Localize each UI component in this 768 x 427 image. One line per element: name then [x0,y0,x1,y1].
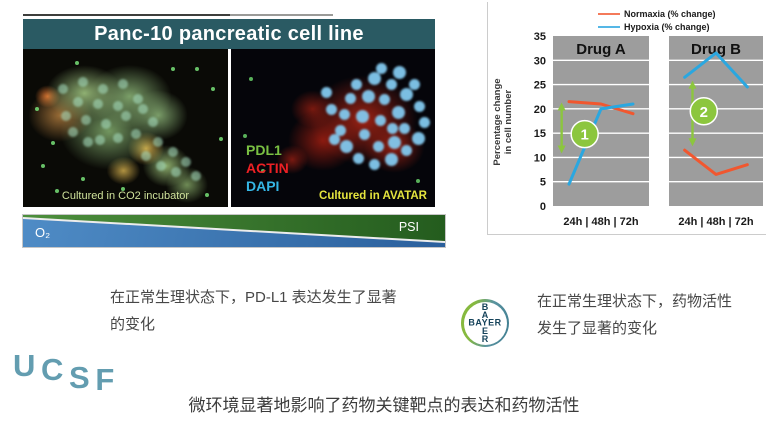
bayer-wordmark: BAYER [468,317,502,328]
micrograph-co2-incubator: Cultured in CO2 incubator [23,49,228,207]
y-tick-label: 0 [540,201,546,213]
y-tick-label: 35 [534,31,546,43]
stain-label-pdl1: PDL1 [246,142,282,158]
chart-panel [669,36,763,206]
bayer-vertical-letter: A [481,310,489,320]
bayer-vertical-letter: R [481,334,489,344]
annotation-number: 2 [700,104,708,121]
stain-legend: PDL1 ACTIN DAPI [246,141,289,195]
top-divider-dark [23,14,230,16]
ucsf-letter: F [95,362,114,397]
y-axis-label-line1: Percentage change [492,78,503,165]
legend-swatch [598,25,620,28]
figure-title-bar: Panc-10 pancreatic cell line [23,19,435,49]
note-pdl1-expression: 在正常生理状态下，PD-L1 表达发生了显著 的变化 [110,289,397,333]
y-tick-label: 30 [534,55,546,67]
arrowhead-down [688,138,697,147]
green-speckles [231,49,235,53]
arrowhead-up [688,80,697,89]
micrograph-avatar: PDL1 ACTIN DAPI Cultured in AVATAR [231,49,435,207]
series-line [683,148,749,176]
y-tick-label: 15 [534,128,546,140]
legend-item: Hypoxia (% change) [598,20,716,33]
annotation-badge [570,119,599,149]
chart-canvas: Percentage change in cell number353025201… [492,31,763,228]
chart-legend: Normaxia (% change) Hypoxia (% change) [598,7,716,33]
o2-label: O₂ [35,225,51,240]
x-tick-label: 24h | 48h | 72h [563,216,639,228]
ucsf-letter: U [13,348,35,383]
chart-panel [553,36,649,206]
y-tick-label: 10 [534,152,546,164]
x-tick-label: 24h | 48h | 72h [678,216,754,228]
green-speckles [23,49,27,53]
arrowhead-down [557,145,566,154]
o2-psi-gradient-bar: O₂ PSI [22,214,446,248]
bayer-logo-inner [463,301,507,345]
note-drug-activity: 在正常生理状态下，药物活性 发生了显著的变化 [537,293,733,337]
y-tick-label: 20 [534,104,546,116]
legend-swatch [598,12,620,15]
bayer-vertical-letter: B [481,302,489,312]
ucsf-letter: S [69,360,90,395]
panel-title: Drug B [691,41,741,58]
arrowhead-up [557,102,566,111]
micrograph-caption: Cultured in AVATAR [319,190,427,202]
legend-item: Normaxia (% change) [598,7,716,20]
series-line [567,102,635,186]
series-line [683,51,749,89]
bayer-vertical-letter: E [481,326,489,336]
legend-label: Hypoxia (% change) [624,21,710,32]
annotation-number: 1 [581,127,589,144]
legend-label: Normaxia (% change) [624,8,716,19]
top-divider-gray [230,14,333,16]
panel-title: Drug A [576,41,626,58]
y-tick-label: 25 [534,80,546,92]
series-line [567,100,635,116]
ucsf-letter: C [41,352,63,387]
drug-response-chart: Normaxia (% change) Hypoxia (% change) Pe… [487,2,766,235]
y-tick-label: 5 [540,177,546,189]
psi-label: PSI [398,220,419,234]
annotation-badge [689,97,719,126]
stain-label-actin: ACTIN [246,160,289,176]
slide-takeaway: 微环境显著地影响了药物关键靶点的表达和药物活性 [188,396,580,415]
micrograph-caption: Cultured in CO2 incubator [61,190,190,202]
figure-title: Panc-10 pancreatic cell line [94,22,364,45]
ucsf-logo: U C S F [13,348,114,397]
bayer-logo: B A BAYER E R [461,299,509,347]
y-axis-label-line2: in cell number [503,89,514,154]
stain-label-dapi: DAPI [246,178,280,194]
